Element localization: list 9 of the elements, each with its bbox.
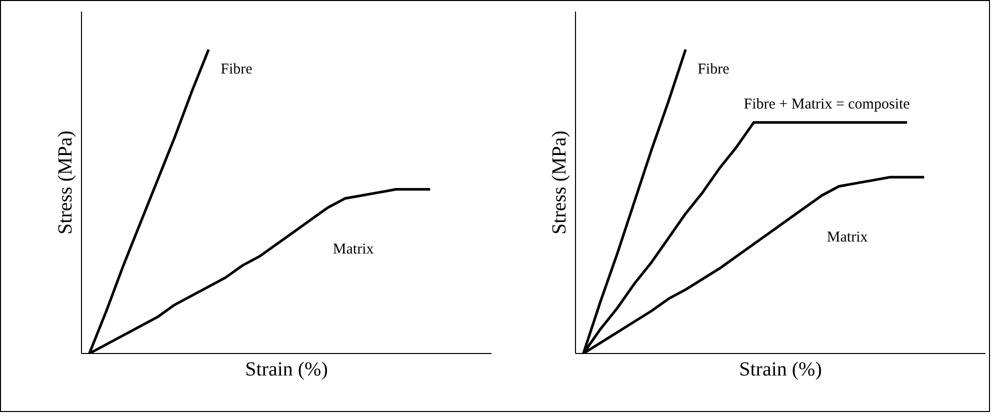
x-axis-title: Strain (%) [245,358,328,380]
text: Matrix [332,242,374,258]
series-label: Fibre [698,62,730,78]
series-label: Fibre [220,62,253,78]
y-axis-title: Stress (MPa) [548,130,570,234]
text: Matrix [826,229,868,246]
series-label: Fibre + Matrix = composite [744,96,910,112]
y-axis-title: Stress (MPa) [54,130,76,234]
x-axis-title: Strain (%) [739,358,822,380]
